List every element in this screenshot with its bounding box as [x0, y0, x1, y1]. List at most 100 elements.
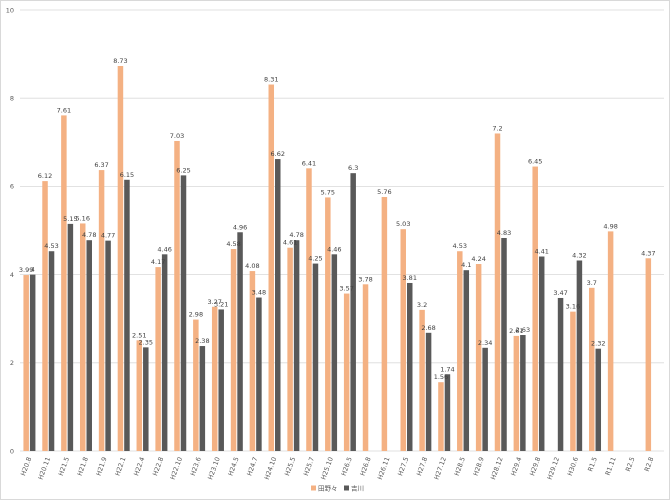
bar-series-1-2: [42, 181, 48, 451]
data-label-series-2-15: 4.78: [289, 231, 303, 239]
y-tick-label: 10: [6, 6, 14, 14]
legend: 田野々 吉川: [311, 485, 364, 493]
data-label-series-1-3: 7.61: [57, 106, 71, 114]
data-label-series-2-3: 5.15: [63, 215, 77, 223]
bar-series-1-11: [211, 306, 218, 451]
data-label-series-2-30: 4.32: [572, 251, 586, 259]
data-label-series-2-27: 2.63: [516, 326, 530, 334]
bar-series-2-26: [501, 237, 507, 451]
bar-series-1-22: [419, 309, 425, 451]
data-label-series-1-25: 4.24: [471, 255, 485, 263]
data-label-series-2-5: 4.77: [101, 232, 115, 240]
data-label-series-1-26: 7.2: [492, 124, 502, 132]
bar-series-2-10: [199, 346, 206, 451]
data-label-series-1-18: 3.57: [339, 285, 353, 293]
data-label-series-2-29: 3.47: [553, 289, 567, 297]
data-label-series-1-14: 8.31: [264, 76, 278, 84]
data-label-series-1-10: 2.98: [189, 311, 203, 319]
bar-series-2-15: [293, 240, 300, 451]
data-label-series-1-23: 1.56: [434, 373, 448, 381]
bar-series-2-2: [48, 251, 55, 451]
bar-series-1-13: [249, 271, 256, 451]
bar-series-1-6: [117, 66, 124, 451]
bar-series-2-16: [312, 263, 319, 451]
bar-series-1-19: [362, 284, 369, 451]
bar-series-1-17: [325, 197, 331, 451]
data-label-series-2-7: 2.35: [139, 338, 153, 346]
bar-series-1-32: [607, 231, 614, 451]
bar-series-1-8: [155, 267, 161, 451]
data-label-series-1-32: 4.98: [603, 222, 617, 230]
bar-series-1-23: [438, 382, 444, 451]
y-axis-tick-labels: 0 2 4 6 8 10: [6, 6, 14, 455]
bar-series-1-34: [645, 258, 652, 451]
bar-series-2-1: [29, 274, 36, 451]
bar-series-1-15: [287, 247, 293, 451]
data-label-series-2-16: 4.25: [308, 255, 322, 263]
data-label-series-1-17: 5.75: [321, 188, 335, 196]
data-label-series-1-31: 3.7: [587, 279, 597, 287]
data-label-series-1-11: 3.27: [207, 298, 221, 306]
bar-series-1-30: [570, 311, 576, 451]
data-label-series-2-12: 4.96: [233, 223, 247, 231]
data-label-series-1-1: 3.99: [19, 266, 33, 274]
data-label-series-2-17: 4.46: [327, 245, 341, 253]
data-label-series-1-12: 4.58: [226, 240, 240, 248]
data-labels: 3.99 6.12 7.61 5.16 6.37 8.73 2.51 4.17 7.03 2.98…: [19, 57, 656, 381]
bar-series-1-4: [79, 223, 86, 451]
data-label-series-1-6: 8.73: [113, 57, 127, 65]
bar-series-1-31: [589, 287, 595, 451]
bar-series-1-14: [268, 84, 275, 452]
bar-series-2-14: [275, 159, 281, 452]
data-label-series-2-31: 2.32: [591, 340, 605, 348]
data-label-series-1-22: 3.2: [417, 301, 427, 309]
bar-series-1-9: [174, 140, 180, 452]
data-label-series-1-27: 2.61: [509, 327, 523, 335]
y-tick-label: 4: [10, 271, 14, 279]
bar-series-2-27: [520, 335, 526, 451]
bar-series-1-21: [400, 229, 406, 451]
bar-series-1-3: [61, 115, 67, 452]
data-label-series-1-13: 4.08: [245, 262, 259, 270]
bar-series-2-25: [482, 347, 488, 451]
bar-series-1-10: [193, 319, 199, 451]
data-label-series-1-16: 6.41: [302, 159, 316, 167]
data-label-series-1-34: 4.37: [641, 249, 655, 257]
bar-series-2-6: [124, 179, 130, 451]
legend-swatch-series-1: [311, 485, 316, 491]
y-tick-label: 8: [10, 95, 14, 103]
bar-series-1-7: [136, 340, 143, 451]
data-label-series-2-23: 1.74: [440, 365, 454, 373]
data-label-series-1-30: 3.16: [566, 303, 580, 311]
bar-series-2-17: [331, 254, 338, 451]
data-label-series-2-1: 4: [31, 266, 35, 274]
y-tick-label: 6: [10, 183, 14, 191]
bar-series-2-12: [237, 232, 243, 451]
data-label-series-2-6: 6.15: [120, 171, 134, 179]
bar-series-2-5: [105, 240, 111, 451]
bar-series-1-18: [343, 293, 350, 451]
bar-series-1-5: [98, 170, 105, 451]
bar-series-2-22: [425, 332, 432, 451]
y-tick-label: 0: [10, 447, 14, 455]
bar-series-1-27: [513, 335, 520, 451]
data-label-series-2-13: 3.48: [252, 289, 266, 297]
data-label-series-1-24: 4.53: [453, 242, 467, 250]
data-label-series-2-14: 6.62: [271, 150, 285, 158]
data-label-series-1-28: 6.45: [528, 158, 542, 166]
bar-series-1-20: [381, 196, 388, 451]
data-label-series-1-7: 2.51: [132, 331, 146, 339]
data-label-series-2-10: 2.38: [195, 337, 209, 345]
data-label-series-1-9: 7.03: [170, 132, 184, 140]
legend-label-series-2: 吉川: [351, 485, 364, 493]
data-label-series-1-21: 5.03: [396, 220, 410, 228]
data-label-series-2-28: 4.41: [534, 248, 548, 256]
bar-series-2-9: [180, 175, 187, 451]
data-label-series-2-8: 4.46: [157, 245, 171, 253]
data-label-series-2-24: 4.1: [461, 261, 471, 269]
bar-series-2-3: [67, 223, 74, 451]
bar-series-2-23: [444, 374, 451, 451]
data-label-series-2-9: 6.25: [176, 166, 190, 174]
data-label-series-2-11: 3.21: [214, 300, 228, 308]
